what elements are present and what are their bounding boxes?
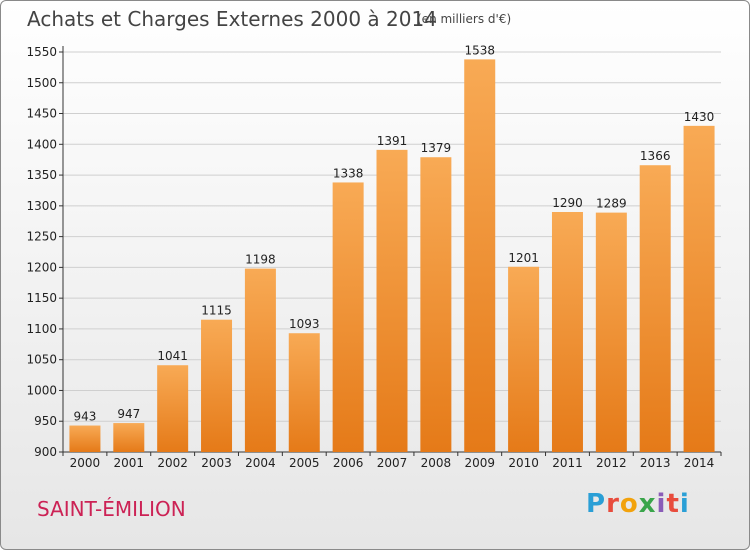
bar-2002 [157, 365, 189, 452]
bar-2013 [639, 165, 671, 452]
value-labels: 943 947 1041 1115 1198 1093 1338 1391 1379 1538 12… [73, 43, 714, 423]
value-label-2012: 1289 [596, 197, 627, 211]
logo-letter: i [656, 489, 667, 519]
y-tick-label: 1300 [26, 199, 57, 213]
value-label-2014: 1430 [684, 110, 715, 124]
value-label-2000: 943 [73, 410, 96, 424]
value-label-2004: 1198 [245, 253, 276, 267]
bar-2012 [595, 212, 627, 452]
bar-2000 [69, 425, 101, 452]
y-tick-label: 1250 [26, 230, 57, 244]
bar-2014 [683, 125, 715, 452]
x-tick-label: 2011 [552, 456, 583, 470]
bar-2011 [551, 212, 583, 452]
bar-2004 [244, 268, 276, 452]
value-label-2011: 1290 [552, 196, 583, 210]
chart-subtitle: (en milliers d'€) [417, 12, 512, 26]
logo-letter: i [679, 489, 690, 519]
y-tick-label: 1000 [26, 383, 57, 397]
x-tick-label: 2005 [289, 456, 320, 470]
bar-2007 [376, 149, 408, 452]
y-tick-label: 1150 [26, 291, 57, 305]
x-tick-label: 2013 [640, 456, 671, 470]
x-tick-label: 2003 [201, 456, 232, 470]
y-tick-label: 1050 [26, 353, 57, 367]
x-tick-label: 2006 [333, 456, 364, 470]
y-tick-label: 1550 [26, 45, 57, 59]
x-tick-label: 2001 [114, 456, 145, 470]
value-label-2009: 1538 [464, 43, 495, 57]
y-tick-label: 1500 [26, 76, 57, 90]
y-tick-label: 1400 [26, 137, 57, 151]
x-tick-label: 2010 [508, 456, 539, 470]
logo-letter: P [586, 489, 607, 519]
x-tick-label: 2014 [684, 456, 715, 470]
value-label-2010: 1201 [508, 251, 539, 265]
y-tick-label: 1450 [26, 107, 57, 121]
x-tick-label: 2002 [157, 456, 188, 470]
proxiti-logo: Proxiti [586, 489, 690, 519]
y-tick-label: 1100 [26, 322, 57, 336]
logo-letter: t [666, 489, 680, 519]
value-label-2006: 1338 [333, 166, 364, 180]
chart-title: Achats et Charges Externes 2000 à 2014 [27, 7, 437, 31]
bar-2009 [464, 59, 496, 453]
y-tick-label: 900 [34, 445, 57, 459]
y-tick-label: 1350 [26, 168, 57, 182]
value-label-2005: 1093 [289, 317, 320, 331]
bar-2005 [288, 333, 320, 452]
bar-2001 [113, 423, 145, 452]
bar-2008 [420, 157, 452, 452]
x-tick-label: 2004 [245, 456, 276, 470]
value-label-2013: 1366 [640, 149, 671, 163]
x-tick-label: 2007 [377, 456, 408, 470]
y-tick-label: 950 [34, 414, 57, 428]
bar-2006 [332, 182, 364, 452]
y-tick-label: 1200 [26, 260, 57, 274]
logo-letter: r [606, 489, 620, 519]
value-label-2003: 1115 [201, 304, 232, 318]
axes: 900 950 1000 1050 1100 1150 1200 1250 1300 1350 14… [26, 45, 722, 470]
logo-letter: o [619, 489, 639, 519]
bar-2010 [508, 266, 540, 452]
x-tick-label: 2000 [70, 456, 101, 470]
commune-name: SAINT-ÉMILION [37, 497, 186, 521]
bar-2003 [201, 319, 233, 452]
x-tick-label: 2009 [464, 456, 495, 470]
value-label-2002: 1041 [157, 349, 188, 363]
value-label-2008: 1379 [421, 141, 452, 155]
value-label-2001: 947 [117, 407, 140, 421]
bars [69, 59, 715, 453]
value-label-2007: 1391 [377, 134, 408, 148]
logo-letter: x [638, 489, 657, 519]
x-tick-label: 2012 [596, 456, 627, 470]
x-tick-label: 2008 [421, 456, 452, 470]
